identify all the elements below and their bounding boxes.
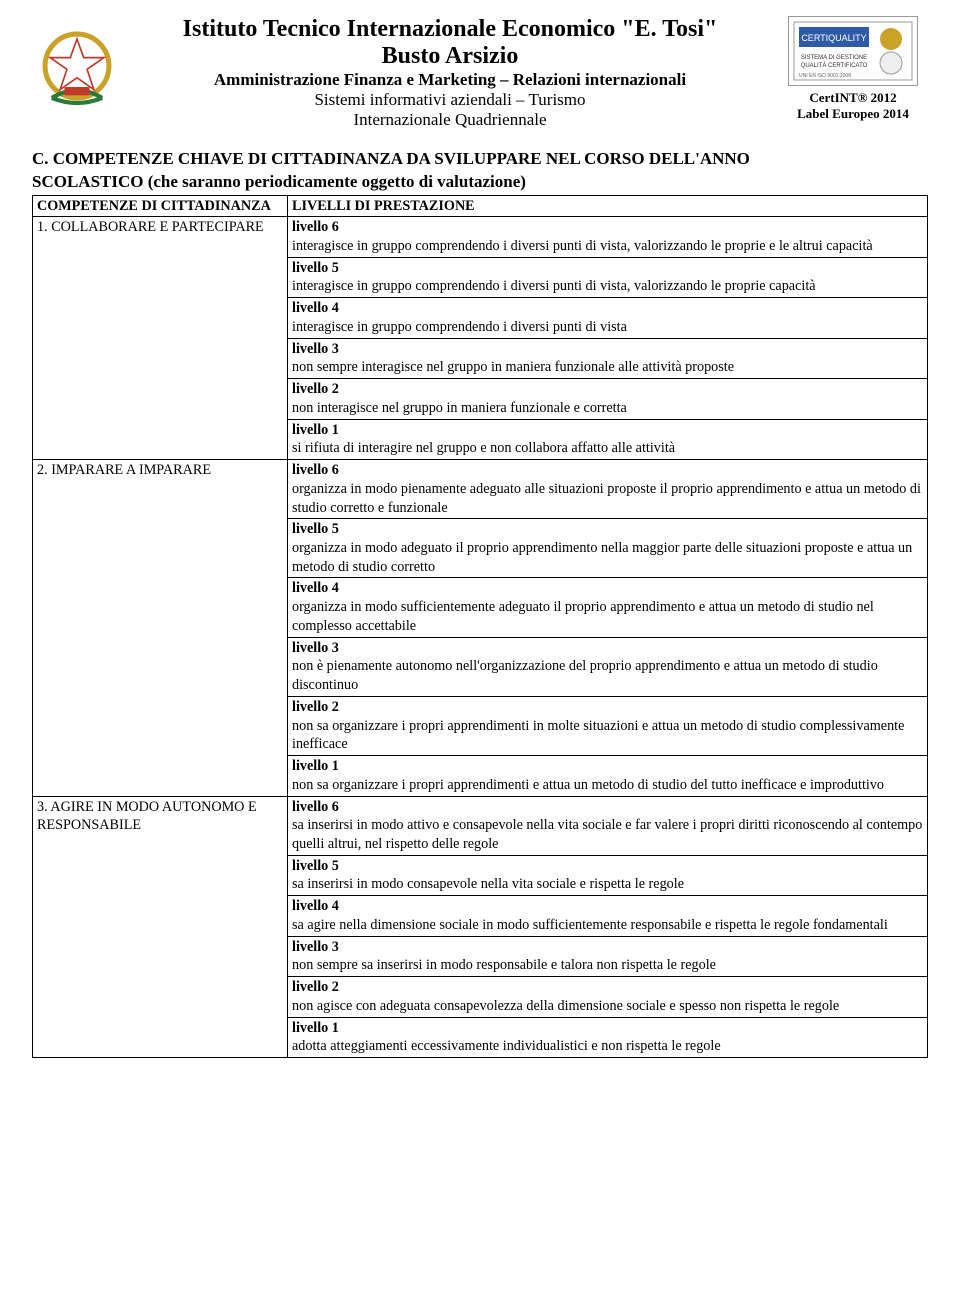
- level-label: livello 1: [292, 1020, 339, 1036]
- comp1-name: 1. COLLABORARE E PARTECIPARE: [33, 217, 288, 460]
- level-label: livello 5: [292, 260, 339, 276]
- level-label: livello 6: [292, 462, 339, 478]
- level-label: livello 4: [292, 300, 339, 316]
- svg-text:UNI EN ISO 9001:2008: UNI EN ISO 9001:2008: [799, 73, 851, 79]
- comp1-l2: livello 2 non interagisce nel gruppo in m…: [288, 379, 928, 419]
- comp3-l5: livello 5 sa inserirsi in modo consapevol…: [288, 855, 928, 895]
- level-label: livello 3: [292, 939, 339, 955]
- level-text: interagisce in gruppo comprendendo i div…: [292, 238, 873, 254]
- institution-city: Busto Arsizio: [132, 43, 768, 70]
- institution-sub2: Sistemi informativi aziendali – Turismo: [132, 90, 768, 110]
- comp1-l1: livello 1 si rifiuta di interagire nel gr…: [288, 419, 928, 459]
- level-text: interagisce in gruppo comprendendo i div…: [292, 319, 627, 335]
- cert-line-2: Label Europeo 2014: [778, 106, 928, 122]
- institution-name: Istituto Tecnico Internazionale Economic…: [132, 16, 768, 43]
- level-text: non agisce con adeguata consapevolezza d…: [292, 998, 839, 1014]
- section-title-line2: SCOLASTICO (che saranno periodicamente o…: [32, 171, 928, 192]
- italian-emblem-icon: [32, 16, 122, 116]
- level-label: livello 3: [292, 640, 339, 656]
- level-text: adotta atteggiamenti eccessivamente indi…: [292, 1038, 721, 1054]
- level-text: sa inserirsi in modo attivo e consapevol…: [292, 817, 922, 852]
- level-text: non interagisce nel gruppo in maniera fu…: [292, 400, 627, 416]
- comp3-l1: livello 1 adotta atteggiamenti eccessivam…: [288, 1017, 928, 1057]
- level-text: organizza in modo pienamente adeguato al…: [292, 481, 921, 516]
- comp3-l6: livello 6 sa inserirsi in modo attivo e c…: [288, 796, 928, 855]
- col1-header: COMPETENZE DI CITTADINANZA: [33, 195, 288, 217]
- col2-header: LIVELLI DI PRESTAZIONE: [288, 195, 928, 217]
- level-label: livello 5: [292, 521, 339, 537]
- level-label: livello 6: [292, 799, 339, 815]
- comp3-name: 3. AGIRE IN MODO AUTONOMO E RESPONSABILE: [33, 796, 288, 1058]
- level-text: non è pienamente autonomo nell'organizza…: [292, 658, 878, 693]
- certiquality-logo-icon: CERTIQUALITY SISTEMA DI GESTIONE QUALITÀ…: [788, 16, 918, 86]
- svg-text:SISTEMA DI GESTIONE: SISTEMA DI GESTIONE: [801, 55, 867, 61]
- comp2-l2: livello 2 non sa organizzare i propri app…: [288, 696, 928, 755]
- level-text: non sa organizzare i propri apprendiment…: [292, 718, 904, 753]
- level-label: livello 2: [292, 381, 339, 397]
- header-center: Istituto Tecnico Internazionale Economic…: [132, 16, 768, 130]
- institution-sub3: Internazionale Quadriennale: [132, 110, 768, 130]
- level-label: livello 1: [292, 422, 339, 438]
- level-text: interagisce in gruppo comprendendo i div…: [292, 278, 816, 294]
- level-text: organizza in modo adeguato il proprio ap…: [292, 540, 912, 575]
- svg-text:QUALITÀ CERTIFICATO: QUALITÀ CERTIFICATO: [801, 62, 868, 69]
- page-header: Istituto Tecnico Internazionale Economic…: [32, 16, 928, 130]
- comp3-l2: livello 2 non agisce con adeguata consape…: [288, 977, 928, 1017]
- comp2-l5: livello 5 organizza in modo adeguato il p…: [288, 519, 928, 578]
- section-title-line1: C. COMPETENZE CHIAVE DI CITTADINANZA DA …: [32, 148, 928, 169]
- cert-line-1: CertINT® 2012: [778, 90, 928, 106]
- comp1-l6: livello 6 interagisce in gruppo comprende…: [288, 217, 928, 257]
- level-text: sa agire nella dimensione sociale in mod…: [292, 917, 888, 933]
- level-label: livello 2: [292, 979, 339, 995]
- comp1-l4: livello 4 interagisce in gruppo comprende…: [288, 298, 928, 338]
- competencies-table: COMPETENZE DI CITTADINANZA LIVELLI DI PR…: [32, 195, 928, 1059]
- level-text: sa inserirsi in modo consapevole nella v…: [292, 876, 684, 892]
- level-text: non sa organizzare i propri apprendiment…: [292, 777, 884, 793]
- level-label: livello 1: [292, 758, 339, 774]
- comp1-l5: livello 5 interagisce in gruppo comprende…: [288, 257, 928, 297]
- level-text: organizza in modo sufficientemente adegu…: [292, 599, 874, 634]
- level-label: livello 4: [292, 580, 339, 596]
- comp2-name: 2. IMPARARE A IMPARARE: [33, 460, 288, 796]
- institution-sub1: Amministrazione Finanza e Marketing – Re…: [132, 70, 768, 90]
- level-text: non sempre sa inserirsi in modo responsa…: [292, 957, 716, 973]
- comp2-l6: livello 6 organizza in modo pienamente ad…: [288, 460, 928, 519]
- comp3-l4: livello 4 sa agire nella dimensione socia…: [288, 896, 928, 936]
- level-label: livello 6: [292, 219, 339, 235]
- level-label: livello 4: [292, 898, 339, 914]
- level-text: non sempre interagisce nel gruppo in man…: [292, 359, 734, 375]
- comp2-l3: livello 3 non è pienamente autonomo nell'…: [288, 637, 928, 696]
- comp2-l4: livello 4 organizza in modo sufficienteme…: [288, 578, 928, 637]
- level-label: livello 3: [292, 341, 339, 357]
- comp3-l3: livello 3 non sempre sa inserirsi in modo…: [288, 936, 928, 976]
- level-text: si rifiuta di interagire nel gruppo e no…: [292, 440, 675, 456]
- comp1-l3: livello 3 non sempre interagisce nel grup…: [288, 338, 928, 378]
- comp2-l1: livello 1 non sa organizzare i propri app…: [288, 756, 928, 796]
- svg-text:CERTIQUALITY: CERTIQUALITY: [801, 33, 866, 43]
- level-label: livello 5: [292, 858, 339, 874]
- header-right: CERTIQUALITY SISTEMA DI GESTIONE QUALITÀ…: [778, 16, 928, 122]
- level-label: livello 2: [292, 699, 339, 715]
